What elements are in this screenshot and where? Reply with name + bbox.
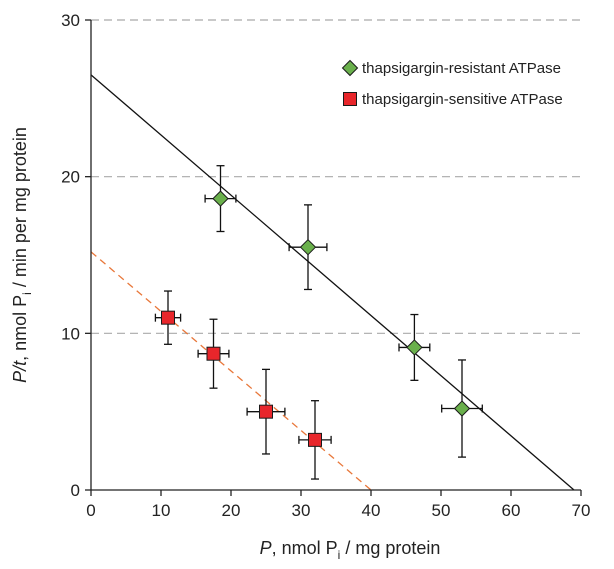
x-tick-label-30: 30 [292, 501, 311, 520]
point-series-1-0 [154, 290, 182, 345]
point-series-1-2 [246, 368, 286, 455]
point-series-0-3 [441, 359, 483, 458]
x-axis-title-sub: i [338, 548, 341, 562]
y-axis-title: P/t, nmol Pi / min per mg protein [10, 127, 34, 383]
legend-label: thapsigargin-resistant ATPase [362, 60, 561, 77]
y-tick-label-30: 30 [61, 11, 80, 30]
legend: thapsigargin-resistant ATPase thapsigargi… [341, 59, 563, 108]
x-tick-label-70: 70 [572, 501, 591, 520]
marker [406, 339, 423, 356]
legend-label: thapsigargin-sensitive ATPase [362, 91, 563, 108]
x-axis-title: P, nmol Pi / mg protein [260, 538, 441, 562]
marker [453, 400, 471, 417]
x-axis-title-tail: / mg protein [340, 538, 440, 558]
legend-item-1: thapsigargin-sensitive ATPase [343, 91, 563, 108]
x-tick-label-50: 50 [432, 501, 451, 520]
y-axis-title-rest: , nmol P [10, 295, 30, 361]
marker [161, 310, 175, 325]
point-series-1-3 [298, 400, 332, 480]
legend-item-0: thapsigargin-resistant ATPase [341, 59, 561, 77]
y-axis-title-sub: i [20, 292, 34, 295]
y-tick-label-10: 10 [61, 324, 80, 343]
point-series-0-0 [204, 165, 237, 233]
marker [212, 190, 229, 207]
data-points [154, 165, 483, 480]
legend-marker [343, 92, 357, 106]
marker [259, 404, 273, 419]
marker [299, 238, 317, 256]
x-tick-label-60: 60 [502, 501, 521, 520]
point-series-0-1 [288, 204, 328, 291]
y-tick-label-20: 20 [61, 168, 80, 187]
x-tick-label-40: 40 [362, 501, 381, 520]
grid-lines [91, 19, 581, 334]
legend-marker [341, 59, 359, 77]
x-axis-title-main: P [260, 538, 272, 558]
axes: 0 10 20 30 0 10 20 30 40 50 60 70 [61, 11, 590, 520]
x-tick-label-20: 20 [222, 501, 241, 520]
x-tick-label-10: 10 [152, 501, 171, 520]
y-axis-title-main: P/t [10, 360, 30, 383]
x-tick-label-0: 0 [86, 501, 95, 520]
marker [308, 432, 322, 447]
y-tick-label-0: 0 [71, 481, 80, 500]
point-series-0-2 [398, 313, 431, 381]
fit-line-series-1 [90, 251, 372, 491]
x-axis-title-rest: , nmol P [272, 538, 338, 558]
point-series-1-1 [197, 318, 230, 389]
marker [206, 346, 221, 361]
fit-lines [90, 74, 575, 491]
fit-line-series-0 [90, 74, 575, 491]
y-axis-title-tail: / min per mg protein [10, 127, 30, 292]
